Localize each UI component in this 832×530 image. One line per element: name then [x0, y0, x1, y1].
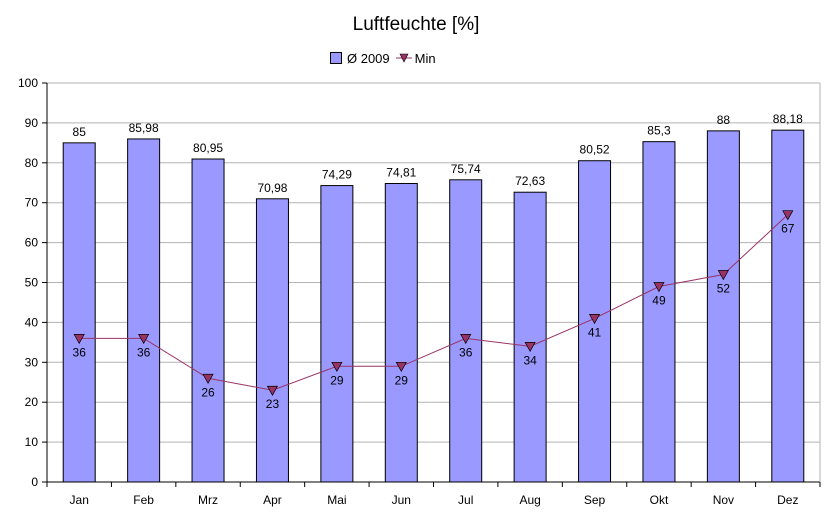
bar	[449, 179, 483, 483]
min-data-label: 29	[330, 373, 344, 387]
bar	[127, 138, 161, 483]
y-tick-label: 20	[25, 395, 39, 409]
x-tick-label: Aug	[519, 493, 540, 507]
y-tick-label: 50	[25, 276, 39, 290]
x-tick-label: Sep	[584, 493, 606, 507]
bar	[706, 130, 740, 483]
chart-title: Luftfeuchte [%]	[352, 14, 480, 35]
bar	[384, 183, 418, 483]
min-data-label: 67	[781, 222, 795, 236]
bar	[642, 141, 676, 483]
min-series-line	[79, 214, 789, 391]
min-point-marker	[782, 210, 794, 221]
min-point-marker	[266, 385, 279, 396]
min-point-marker	[588, 314, 601, 325]
min-data-label: 36	[137, 345, 151, 359]
min-data-label: 41	[588, 325, 602, 339]
bar-data-label: 85,98	[129, 121, 159, 135]
bar	[771, 129, 805, 483]
legend-item-avg: Ø 2009	[330, 51, 390, 66]
min-point-marker	[460, 334, 472, 345]
bar	[320, 185, 354, 483]
min-data-label: 26	[201, 385, 215, 399]
min-point-marker	[331, 361, 343, 373]
min-data-label: 36	[73, 345, 87, 359]
y-tick-label: 100	[18, 76, 38, 90]
min-point-marker	[395, 361, 407, 373]
x-tick-label: Mai	[327, 493, 346, 507]
bar-data-label: 85	[73, 125, 87, 139]
bar-data-label: 70,98	[257, 181, 287, 195]
y-tick-label: 10	[25, 435, 39, 449]
y-tick-label: 70	[25, 196, 39, 210]
min-data-label: 29	[395, 373, 409, 387]
min-data-label: 49	[652, 293, 666, 307]
min-point-marker	[73, 334, 85, 345]
x-tick-label: Jun	[392, 493, 411, 507]
bar-data-label: 74,81	[386, 166, 416, 180]
min-point-marker	[717, 270, 729, 281]
y-tick-label: 60	[25, 236, 39, 250]
min-data-label: 34	[523, 353, 537, 367]
y-tick-label: 80	[25, 156, 39, 170]
bar-data-label: 85,3	[647, 124, 671, 138]
bar-data-label: 72,63	[515, 174, 545, 188]
min-data-label: 36	[459, 345, 473, 359]
x-tick-label: Mrz	[198, 493, 218, 507]
y-tick-label: 90	[25, 116, 39, 130]
min-point-marker	[138, 334, 150, 345]
x-tick-label: Jan	[70, 493, 89, 507]
bar-data-label: 75,74	[451, 162, 481, 176]
legend-label-min: Min	[414, 50, 436, 66]
bar-data-label: 88	[717, 113, 731, 127]
x-tick-label: Jul	[458, 493, 473, 507]
bar-data-label: 80,52	[580, 143, 610, 157]
min-data-label: 52	[717, 282, 731, 296]
x-tick-label: Nov	[713, 493, 734, 507]
legend-item-min: Min	[395, 50, 436, 66]
bar-data-label: 88,18	[773, 112, 803, 126]
y-tick-label: 30	[25, 355, 39, 369]
min-point-marker	[524, 341, 536, 353]
bar-data-label: 80,95	[193, 141, 223, 155]
x-tick-label: Apr	[263, 493, 282, 507]
min-point-marker	[202, 373, 214, 384]
legend: Ø 2009 Min	[330, 49, 442, 67]
legend-label-avg: Ø 2009	[347, 50, 390, 66]
y-tick-label: 40	[25, 315, 39, 329]
legend-bar-swatch	[330, 52, 342, 64]
y-tick-label: 0	[31, 475, 38, 489]
bar	[191, 158, 225, 483]
bar	[62, 142, 96, 483]
legend-line-swatch	[395, 53, 412, 63]
min-point-marker	[653, 282, 665, 293]
x-tick-label: Feb	[133, 493, 154, 507]
x-tick-label: Dez	[777, 493, 798, 507]
bar	[513, 191, 547, 483]
x-tick-label: Okt	[650, 493, 669, 507]
min-data-label: 23	[266, 397, 280, 411]
bar-data-label: 74,29	[322, 168, 352, 182]
bar	[255, 198, 289, 483]
